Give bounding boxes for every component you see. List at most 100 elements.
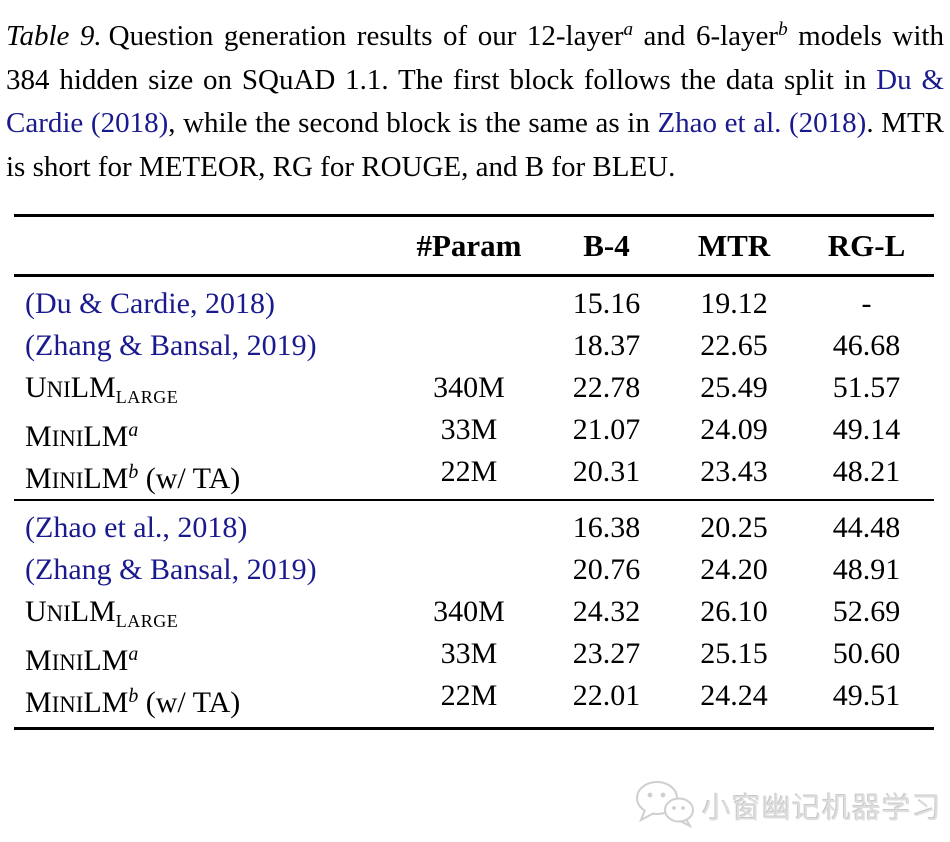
table-row: (Zhang & Bansal, 2019) 18.37 22.65 46.68 — [14, 325, 934, 367]
metric-value: 46.68 — [832, 328, 901, 362]
metric-value: 50.60 — [832, 637, 901, 670]
text-segment: LM — [70, 370, 116, 404]
text-segment: LM — [83, 461, 129, 495]
metric-value: 22M — [440, 454, 498, 488]
table-row: MINILMa 33M 23.27 25.15 50.60 — [14, 633, 934, 677]
citation-link[interactable]: Zhao et al. (2018) — [657, 107, 867, 139]
model-label: MINILMb (w/ TA) — [14, 451, 394, 502]
model-label: (Zhao et al., 2018) — [14, 507, 394, 549]
text-segment: LM — [83, 419, 129, 453]
text-segment: INI — [51, 650, 84, 675]
table-header-row: #Param B-4 MTR RG-L — [14, 217, 934, 274]
citation-link[interactable]: (Zhang & Bansal, 2019) — [25, 553, 317, 586]
model-label: UNILMLARGE — [14, 591, 394, 642]
text-segment: LM — [70, 595, 116, 628]
model-label: UNILMLARGE — [14, 367, 394, 418]
text-segment: LARGE — [115, 386, 179, 407]
metric-value: 51.57 — [832, 370, 901, 404]
column-header: #Param — [416, 228, 522, 263]
text-segment: models with 384 hidden size on SQuAD 1.1… — [6, 20, 944, 96]
text-segment: LARGE — [115, 611, 179, 631]
metric-value: 25.49 — [700, 370, 768, 404]
table-row: (Zhang & Bansal, 2019) 20.76 24.20 48.91 — [14, 549, 934, 591]
metric-value: 24.32 — [572, 595, 641, 628]
metric-value: 22.65 — [700, 328, 768, 362]
metric-value: 52.69 — [832, 595, 901, 628]
metric-value: 49.51 — [832, 679, 901, 712]
metric-value: 21.07 — [572, 412, 641, 446]
metric-value: 48.91 — [832, 553, 901, 586]
watermark-text: 小窗幽记机器学习 — [701, 792, 942, 825]
text-segment: b — [778, 19, 788, 40]
metric-value: 19.12 — [700, 286, 768, 320]
metric-value: 23.27 — [572, 637, 641, 670]
table-row: MINILMb (w/ TA) 22M 22.01 24.24 49.51 — [14, 675, 934, 719]
metric-value: 340M — [433, 595, 505, 628]
table-row: MINILMa 33M 21.07 24.09 49.14 — [14, 409, 934, 453]
metric-value: 20.25 — [700, 511, 768, 544]
metric-value: 48.21 — [832, 454, 901, 488]
metric-value: 16.38 — [572, 511, 641, 544]
text-segment: a — [128, 643, 139, 665]
column-header: MTR — [697, 228, 771, 263]
model-label: (Zhang & Bansal, 2019) — [14, 325, 394, 367]
text-segment: U — [25, 595, 47, 628]
citation-link[interactable]: Du & Cardie (2018) — [6, 63, 945, 140]
model-label: MINILMa — [14, 633, 394, 684]
text-segment: LM — [83, 686, 129, 719]
table-bottomrule — [14, 727, 934, 730]
metric-value — [394, 283, 544, 325]
watermark: 小窗幽记机器学习 — [632, 778, 942, 833]
table-toprule — [14, 214, 934, 217]
model-label: MINILMa — [14, 409, 394, 460]
metric-value: 49.14 — [832, 412, 901, 446]
column-header — [14, 217, 394, 274]
citation-link[interactable]: (Zhao et al., 2018) — [25, 511, 248, 544]
metric-value: 20.76 — [572, 553, 641, 586]
metric-value: 18.37 — [572, 328, 641, 362]
table-caption: Table 9. Question generation results of o… — [0, 0, 950, 189]
text-segment: Table 9. — [6, 20, 102, 52]
text-segment: INI — [51, 467, 84, 493]
metric-value: 23.43 — [700, 454, 768, 488]
metric-value: 20.31 — [572, 454, 641, 488]
metric-value: 15.16 — [572, 286, 641, 320]
metric-value — [394, 507, 544, 549]
citation-link[interactable]: (Zhang & Bansal, 2019) — [25, 328, 317, 362]
text-segment: b — [128, 460, 139, 483]
text-segment: (w/ TA) — [138, 686, 241, 719]
text-segment: U — [25, 370, 47, 404]
citation-link[interactable]: (Du & Cardie, 2018) — [25, 286, 275, 320]
text-segment: b — [128, 685, 139, 707]
table-block-1: (Du & Cardie, 2018) 15.16 19.12 - (Zhang & B… — [0, 277, 950, 499]
metric-value: - — [861, 286, 872, 320]
metric-value: 24.09 — [700, 412, 768, 446]
metric-value: 26.10 — [700, 595, 768, 628]
table-headrule — [14, 274, 934, 277]
table-row: UNILMLARGE 340M 22.78 25.49 51.57 — [14, 367, 934, 409]
text-segment: . MTR is short for METEOR, RG for ROUGE,… — [6, 107, 945, 183]
column-header: RG-L — [827, 228, 906, 263]
model-label: (Du & Cardie, 2018) — [14, 283, 394, 325]
text-segment: a — [623, 19, 634, 40]
text-segment: , while the second block is the same as … — [168, 107, 658, 139]
text-segment: M — [25, 644, 52, 677]
table-row: UNILMLARGE 340M 24.32 26.10 52.69 — [14, 591, 934, 633]
table-block-2: (Zhao et al., 2018) 16.38 20.25 44.48 (Zhang… — [0, 501, 950, 727]
metric-value: 340M — [433, 370, 505, 404]
metric-value: 22M — [440, 679, 498, 712]
text-segment: M — [25, 419, 52, 453]
text-segment: NI — [46, 601, 71, 626]
text-segment: LM — [83, 644, 129, 677]
table-row: MINILMb (w/ TA) 22M 20.31 23.43 48.21 — [14, 451, 934, 495]
table-row: (Zhao et al., 2018) 16.38 20.25 44.48 — [14, 507, 934, 549]
metric-value — [394, 325, 544, 367]
table-row: (Du & Cardie, 2018) 15.16 19.12 - — [14, 283, 934, 325]
text-segment: Question generation results of our 12-la… — [108, 20, 624, 52]
text-segment: NI — [46, 376, 71, 402]
metric-value — [394, 549, 544, 591]
model-label: MINILMb (w/ TA) — [14, 675, 394, 726]
results-table: #Param B-4 MTR RG-L (Du & Cardie, 2018) 15.1… — [0, 214, 950, 730]
column-header: B-4 — [583, 228, 630, 263]
table-midrule — [14, 498, 934, 501]
